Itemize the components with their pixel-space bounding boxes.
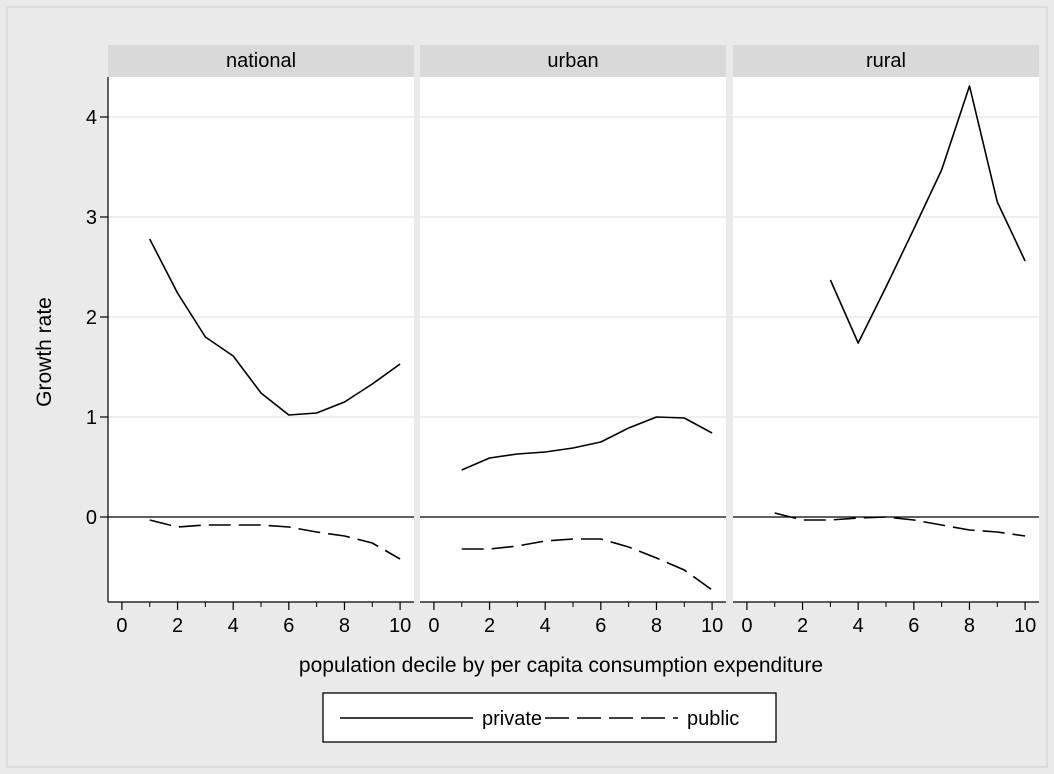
panel-0: national 0 2 4 6 8 10 (108, 45, 414, 637)
legend-label-private: private (482, 708, 542, 730)
x-tick-label: 4 (228, 615, 239, 637)
legend-label-public: public (687, 708, 739, 730)
series-line-private (461, 416, 713, 471)
x-tick-label: 10 (1014, 615, 1036, 637)
x-tick-label: 4 (540, 615, 551, 637)
x-tick-label: 10 (701, 615, 723, 637)
panel-strip (108, 45, 414, 77)
series-line-public (461, 538, 713, 591)
panel-strip (420, 45, 726, 77)
x-tick-label: 0 (741, 615, 752, 637)
x-tick-label: 8 (651, 615, 662, 637)
y-tick-label: 0 (86, 507, 97, 529)
legend: private public (322, 692, 777, 743)
panel-title: national (226, 50, 296, 72)
x-tick-label: 4 (853, 615, 864, 637)
x-axis-label: population decile by per capita consumpt… (299, 654, 823, 677)
panel-1: urban 0 2 4 6 8 10 (420, 45, 726, 637)
panel-title: rural (866, 50, 906, 72)
panel-title: urban (547, 50, 598, 72)
series-line-public (149, 519, 401, 560)
y-tick-label: 1 (86, 407, 97, 429)
series-line-private (148, 238, 401, 416)
x-tick-label: 2 (172, 615, 183, 637)
x-tick-label: 8 (339, 615, 350, 637)
y-tick-label: 2 (86, 307, 97, 329)
x-tick-label: 8 (964, 615, 975, 637)
x-tick-label: 0 (116, 615, 127, 637)
x-tick-label: 10 (389, 615, 411, 637)
x-tick-label: 2 (484, 615, 495, 637)
panels: national 0 2 4 6 8 10 urban 0 2 4 6 8 10 rural 0 2 4 6 8 10 (108, 45, 1039, 637)
series-line-private (829, 85, 1026, 344)
y-tick-label: 3 (86, 207, 97, 229)
plot-area (733, 77, 1039, 602)
y-tick-label: 4 (86, 107, 97, 129)
series-line-public (774, 512, 1026, 537)
plot-area (420, 77, 726, 602)
y-axis: 0 1 2 3 4 (86, 77, 109, 602)
x-tick-label: 0 (428, 615, 439, 637)
x-tick-label: 6 (908, 615, 919, 637)
y-axis-label: Growth rate (33, 297, 56, 407)
x-tick-label: 2 (797, 615, 808, 637)
panel-2: rural 0 2 4 6 8 10 (733, 45, 1039, 637)
x-tick-label: 6 (283, 615, 294, 637)
x-tick-label: 6 (595, 615, 606, 637)
panel-strip (733, 45, 1039, 77)
plot-area (108, 77, 414, 602)
